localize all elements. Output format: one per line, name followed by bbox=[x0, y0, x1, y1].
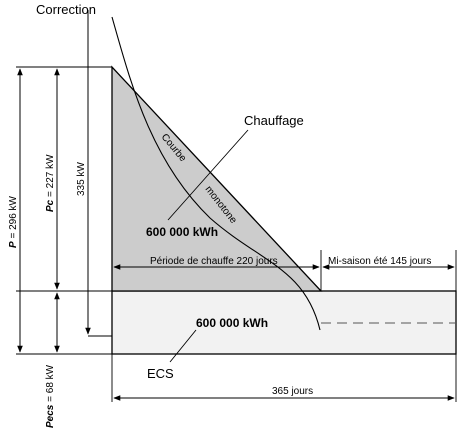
label-pecs-var: Pecs bbox=[45, 404, 56, 428]
label-p-total: P = 296 kW bbox=[8, 195, 19, 248]
label-365-jours: 365 jours bbox=[272, 386, 313, 397]
label-p-val: = 296 kW bbox=[8, 195, 19, 241]
label-chauffage: Chauffage bbox=[244, 113, 304, 128]
label-correction: Correction bbox=[36, 2, 96, 17]
label-p-var: P bbox=[8, 241, 19, 248]
label-pc-val: = 227 kW bbox=[45, 154, 56, 200]
label-pc: Pc = 227 kW bbox=[45, 154, 56, 212]
ecs-band bbox=[111, 290, 457, 355]
label-periode-chauffe: Période de chauffe 220 jours bbox=[150, 256, 278, 267]
label-pecs: Pecs = 68 kW bbox=[45, 364, 56, 428]
leader-chauffage bbox=[167, 129, 249, 221]
label-energy-ecs: 600 000 kWh bbox=[196, 316, 268, 330]
label-ecs: ECS bbox=[147, 366, 174, 381]
leader-ecs bbox=[169, 329, 197, 363]
label-335-kw: 335 kW bbox=[76, 162, 87, 196]
heating-triangle bbox=[111, 65, 323, 292]
label-pc-var: Pc bbox=[45, 199, 56, 212]
monotone-curve bbox=[111, 16, 321, 331]
label-energy-chauffage: 600 000 kWh bbox=[146, 225, 218, 239]
label-mi-saison: Mi-saison été 145 jours bbox=[328, 256, 431, 267]
label-pecs-val: = 68 kW bbox=[45, 364, 56, 404]
